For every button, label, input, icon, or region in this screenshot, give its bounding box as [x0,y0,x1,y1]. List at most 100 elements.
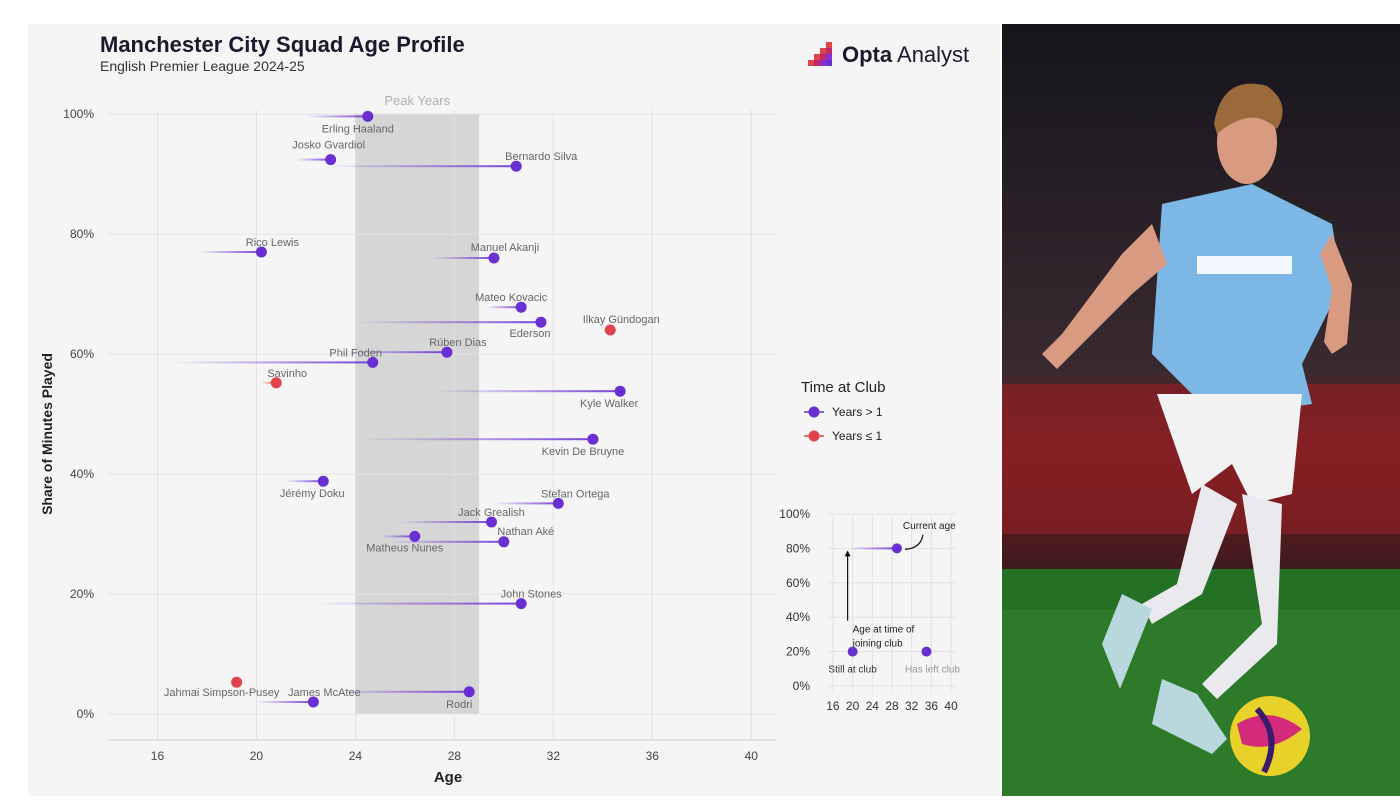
chart-panel: Manchester City Squad Age Profile Englis… [28,24,1000,796]
player-label: Rico Lewis [246,237,300,249]
player-dot [515,301,527,313]
player-marker: Matheus Nunes [366,530,444,554]
tenure-line [486,306,522,309]
peak-years-band [355,114,480,714]
tenure-line [380,535,415,538]
legend-dot [808,406,820,418]
player-dot [614,385,626,397]
tenure-line [305,115,368,118]
player-marker: Rodri [335,686,475,711]
player-label: Bernardo Silva [505,151,578,163]
player-marker: Bernardo Silva [328,151,578,172]
key-x-tick-label: 20 [846,699,860,713]
key-y-tick-label: 100% [779,507,810,521]
key-current-age-dot [891,543,902,554]
player-marker: Ilkay Gündogan [583,314,660,336]
key-still-at-club-dot [847,646,858,657]
player-label: Phil Foden [329,347,382,359]
player-photo [1002,24,1400,796]
tenure-line [328,165,517,168]
legend-title: Time at Club [801,379,885,396]
tenure-line [169,361,373,364]
player-label: Jahmai Simpson-Pusey [164,687,280,699]
key-has-left-club-dot [921,646,932,657]
logo-bold-text: Opta [842,42,893,67]
x-tick-label: 20 [250,749,264,763]
tenure-line [432,390,621,393]
x-tick-label: 32 [547,749,561,763]
player-marker: Phil Foden [169,347,382,368]
opta-logo-icon [808,42,832,66]
tenure-line [286,480,324,483]
chart-title: Manchester City Squad Age Profile [100,32,465,57]
player-dot [604,324,616,336]
key-x-tick-label: 32 [905,699,919,713]
player-label: Kevin De Bruyne [542,446,625,458]
x-tick-label: 40 [745,749,759,763]
player-label: Nathan Aké [497,526,554,538]
tenure-line [296,158,331,161]
player-marker: John Stones [313,589,562,610]
player-marker: Nathan Aké [387,526,554,548]
player-dot [367,356,379,368]
key-x-tick-label: 40 [944,699,958,713]
key-tenure-line [852,547,897,550]
y-tick-label: 40% [70,467,94,481]
player-dot [488,252,500,264]
y-tick-label: 80% [70,227,94,241]
player-dot [409,530,421,542]
y-axis-title: Share of Minutes Played [39,353,55,515]
player-dot [485,516,497,528]
player-marker: Rúben Dias [340,337,487,358]
tenure-line [313,602,522,605]
player-label: Ilkay Gündogan [583,314,660,326]
player-marker: Stefan Ortega [493,488,610,509]
player-dot [441,346,453,358]
tenure-line [399,521,492,523]
player-dot [535,316,547,328]
player-dot [325,154,337,166]
chart-subtitle: English Premier League 2024-25 [100,58,305,74]
player-label: John Stones [501,589,563,601]
y-tick-label: 100% [63,107,94,121]
player-dot [498,536,510,548]
player-dot [552,497,564,509]
player-label: Jérémy Doku [280,488,345,500]
player-label: Josko Gvardiol [292,140,365,152]
key-joining-age-label-line2: joining club [852,639,903,650]
key-joining-arrowhead [844,550,851,557]
y-tick-label: 0% [77,707,95,721]
key-x-tick-label: 36 [925,699,939,713]
player-dot [463,686,475,698]
key-y-tick-label: 60% [786,576,810,590]
player-marker: Jérémy Doku [280,475,345,500]
x-tick-label: 16 [151,749,165,763]
player-marker: Savinho [261,368,307,389]
tenure-line [493,502,559,505]
key-current-age-label: Current age [903,521,956,532]
player-label: Matheus Nunes [366,542,444,554]
player-label: Mateo Kovacic [475,292,548,304]
tenure-line [256,701,314,703]
key-x-tick-label: 16 [826,699,840,713]
x-axis-title: Age [434,769,462,786]
player-label: Ederson [509,328,550,340]
logo-regular-text: Analyst [892,42,970,67]
opta-analyst-logo: Opta Analyst [806,38,969,72]
player-marker: James McAtee [256,687,361,708]
key-current-age-arrow [904,534,924,550]
player-marker: Kyle Walker [432,385,639,410]
tenure-line [340,351,447,354]
key-still-at-club-label: Still at club [828,665,877,676]
tenure-line [355,321,541,324]
tenure-line [387,540,504,543]
player-dot [317,475,329,487]
player-label: Jack Grealish [458,507,525,519]
player-label: Stefan Ortega [541,488,610,500]
player-marker: Josko Gvardiol [292,140,365,166]
player-label: Rúben Dias [429,337,487,349]
key-joining-age-label-line1: Age at time of [853,625,915,636]
player-label: James McAtee [288,687,361,699]
player-dot [510,160,522,172]
legend-dot [808,430,820,442]
